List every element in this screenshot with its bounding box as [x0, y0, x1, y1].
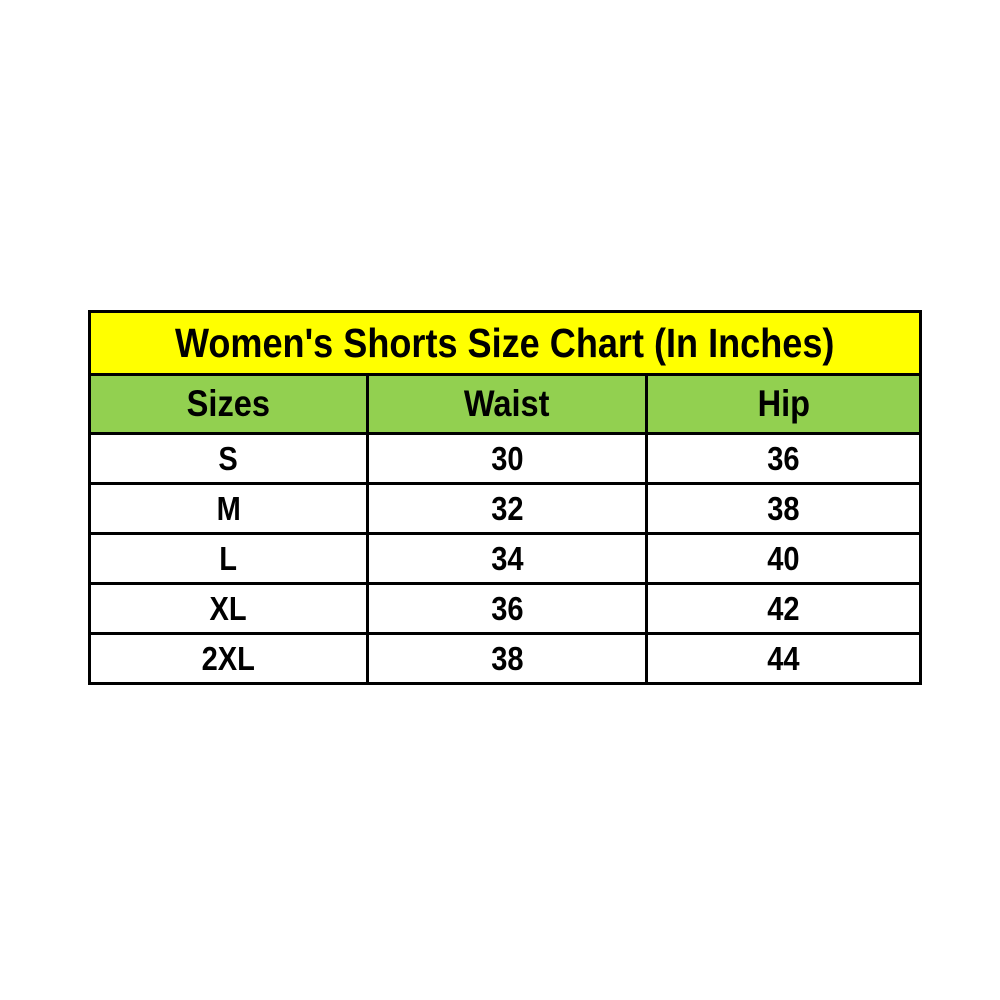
table-row-xl: XL 36 42	[88, 582, 923, 635]
hip-value: 38	[767, 489, 800, 527]
column-header-waist-label: Waist	[464, 383, 550, 424]
size-cell: S	[88, 432, 369, 485]
column-header-waist: Waist	[366, 373, 648, 435]
hip-value: 40	[767, 539, 800, 577]
size-value: S	[218, 439, 239, 477]
size-value: XL	[209, 589, 248, 627]
size-cell: 2XL	[88, 632, 369, 685]
waist-cell: 30	[366, 432, 648, 485]
hip-cell: 38	[644, 482, 923, 535]
table-row-2xl: 2XL 38 44	[88, 632, 923, 685]
column-header-hip: Hip	[644, 373, 923, 435]
waist-value: 38	[490, 639, 524, 677]
hip-value: 42	[767, 589, 800, 627]
size-cell: M	[88, 482, 369, 535]
size-chart-container: Women's Shorts Size Chart (In Inches) Si…	[87, 310, 923, 685]
size-cell: L	[88, 532, 369, 585]
size-value: M	[216, 489, 241, 527]
hip-value: 44	[767, 639, 800, 677]
table-row-s: S 30 36	[88, 432, 923, 485]
hip-cell: 42	[644, 582, 923, 635]
waist-value: 34	[490, 539, 524, 577]
table-row-l: L 34 40	[88, 532, 923, 585]
hip-cell: 40	[644, 532, 923, 585]
size-value: 2XL	[201, 639, 256, 677]
waist-value: 32	[490, 489, 524, 527]
size-chart-table: Women's Shorts Size Chart (In Inches) Si…	[87, 310, 923, 685]
title-row: Women's Shorts Size Chart (In Inches)	[87, 310, 923, 376]
waist-value: 36	[490, 589, 524, 627]
waist-cell: 34	[366, 532, 648, 585]
chart-title: Women's Shorts Size Chart (In Inches)	[87, 310, 923, 376]
waist-cell: 38	[366, 632, 648, 685]
size-value: L	[219, 539, 238, 577]
waist-cell: 32	[366, 482, 648, 535]
chart-title-text: Women's Shorts Size Chart (In Inches)	[175, 319, 835, 366]
size-cell: XL	[88, 582, 369, 635]
column-header-sizes-label: Sizes	[186, 383, 271, 424]
hip-cell: 36	[644, 432, 923, 485]
column-header-hip-label: Hip	[757, 383, 810, 424]
waist-cell: 36	[366, 582, 648, 635]
table-row-m: M 32 38	[88, 482, 923, 535]
header-row: Sizes Waist Hip	[88, 373, 923, 435]
hip-value: 36	[767, 439, 800, 477]
waist-value: 30	[490, 439, 524, 477]
column-header-sizes: Sizes	[88, 373, 369, 435]
hip-cell: 44	[644, 632, 923, 685]
